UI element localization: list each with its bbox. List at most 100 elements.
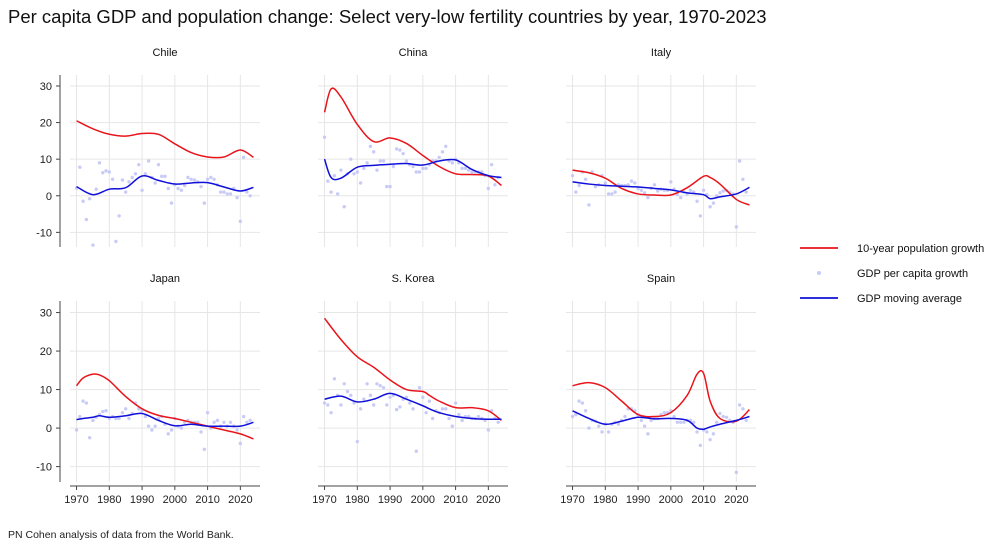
gdp-growth-point [238, 441, 243, 446]
gdp-growth-point [613, 190, 617, 194]
gdp-moving-average-line-s-korea [324, 392, 502, 421]
x-tick-label: 2010 [691, 494, 715, 506]
gdp-moving-average-line-italy [572, 181, 750, 200]
x-tick-label: 2020 [724, 494, 748, 506]
gdp-growth-point [153, 181, 157, 185]
gdp-growth-point [222, 190, 226, 194]
panel-title-japan: Japan [150, 273, 180, 285]
x-tick-label: 1970 [312, 494, 336, 506]
gdp-growth-point [248, 194, 252, 198]
y-tick-label: -10 [36, 462, 52, 474]
gdp-growth-point [163, 174, 167, 179]
gdp-growth-point [737, 159, 742, 163]
gdp-growth-point [212, 420, 216, 425]
gdp-growth-point [574, 190, 578, 194]
gdp-growth-point [176, 186, 180, 191]
gdp-growth-point [342, 205, 346, 209]
population-growth-line-spain [572, 369, 750, 423]
gdp-growth-point [414, 170, 418, 174]
gdp-growth-point [349, 157, 353, 161]
gdp-growth-point [411, 164, 415, 169]
y-tick-label: 10 [40, 385, 52, 397]
gdp-growth-point [179, 188, 184, 192]
gdp-growth-point [470, 170, 474, 174]
gdp-growth-point [718, 191, 722, 195]
gdp-growth-point [606, 430, 611, 434]
gdp-growth-point [199, 184, 203, 189]
gdp-growth-point [711, 432, 716, 436]
gdp-growth-point [329, 190, 333, 194]
gdp-growth-point [78, 414, 82, 419]
gdp-growth-point [339, 168, 343, 172]
gdp-growth-point [225, 192, 229, 196]
gdp-growth-point [381, 385, 386, 390]
gdp-growth-point [241, 414, 246, 419]
gdp-growth-point [698, 214, 703, 218]
gdp-growth-point [705, 430, 709, 434]
gdp-growth-point [114, 239, 118, 244]
gdp-growth-point [408, 401, 412, 405]
gdp-growth-point [421, 166, 425, 171]
gdp-growth-point [104, 409, 108, 413]
gdp-growth-point [101, 171, 105, 175]
gdp-growth-point [143, 172, 148, 176]
gdp-growth-point [205, 177, 210, 181]
gdp-growth-point [570, 414, 575, 419]
gdp-growth-point [688, 188, 693, 192]
gdp-growth-point [169, 201, 174, 205]
x-tick-label: 1990 [130, 494, 154, 506]
gdp-growth-point [130, 175, 134, 180]
gdp-growth-point [496, 420, 500, 425]
gdp-growth-point [84, 217, 89, 222]
gdp-growth-point [107, 170, 112, 174]
gdp-growth-point [150, 428, 154, 432]
gdp-growth-point [440, 407, 445, 411]
gdp-growth-point [245, 420, 249, 425]
legend-swatch-gdp-points [817, 271, 821, 275]
gdp-growth-point [371, 403, 376, 407]
gdp-growth-point [355, 170, 360, 174]
gdp-growth-point [417, 170, 422, 174]
gdp-growth-point [179, 426, 184, 430]
x-tick-label: 1980 [97, 494, 121, 506]
gdp-growth-point [146, 424, 151, 428]
gdp-growth-point [182, 183, 187, 188]
gdp-growth-point [489, 162, 494, 167]
gdp-growth-point [744, 418, 748, 423]
gdp-growth-point [652, 183, 657, 187]
gdp-growth-point [371, 150, 376, 154]
gdp-growth-point [388, 184, 392, 189]
population-growth-line-s-korea [323, 317, 502, 421]
gdp-growth-point [721, 189, 725, 193]
gdp-growth-point [587, 203, 591, 207]
gdp-growth-point [610, 192, 614, 196]
gdp-growth-point [238, 219, 243, 224]
gdp-growth-point [349, 393, 353, 398]
gdp-growth-point [394, 407, 399, 412]
gdp-growth-point [394, 147, 399, 151]
gdp-growth-point [87, 196, 92, 201]
gdp-growth-point [678, 195, 683, 200]
gdp-growth-point [714, 420, 719, 425]
gdp-growth-point [245, 190, 249, 194]
gdp-growth-point [695, 199, 699, 203]
gdp-growth-point [120, 178, 125, 182]
gdp-growth-point [123, 190, 128, 194]
gdp-growth-point [682, 420, 686, 425]
gdp-growth-point [199, 430, 203, 434]
gdp-growth-point [169, 428, 174, 432]
gdp-growth-point [669, 180, 673, 184]
gdp-growth-point [453, 401, 458, 405]
gdp-growth-point [450, 424, 455, 428]
x-tick-label: 1980 [345, 494, 369, 506]
x-tick-label: 2000 [659, 494, 683, 506]
gdp-growth-point [166, 432, 170, 436]
gdp-growth-point [414, 449, 418, 453]
gdp-growth-point [600, 430, 604, 434]
gdp-growth-point [675, 420, 680, 425]
y-tick-label: -10 [36, 227, 52, 239]
gdp-growth-point [417, 385, 422, 390]
gdp-growth-point [140, 188, 144, 192]
gdp-growth-point [87, 436, 92, 440]
gdp-growth-point [493, 183, 497, 187]
